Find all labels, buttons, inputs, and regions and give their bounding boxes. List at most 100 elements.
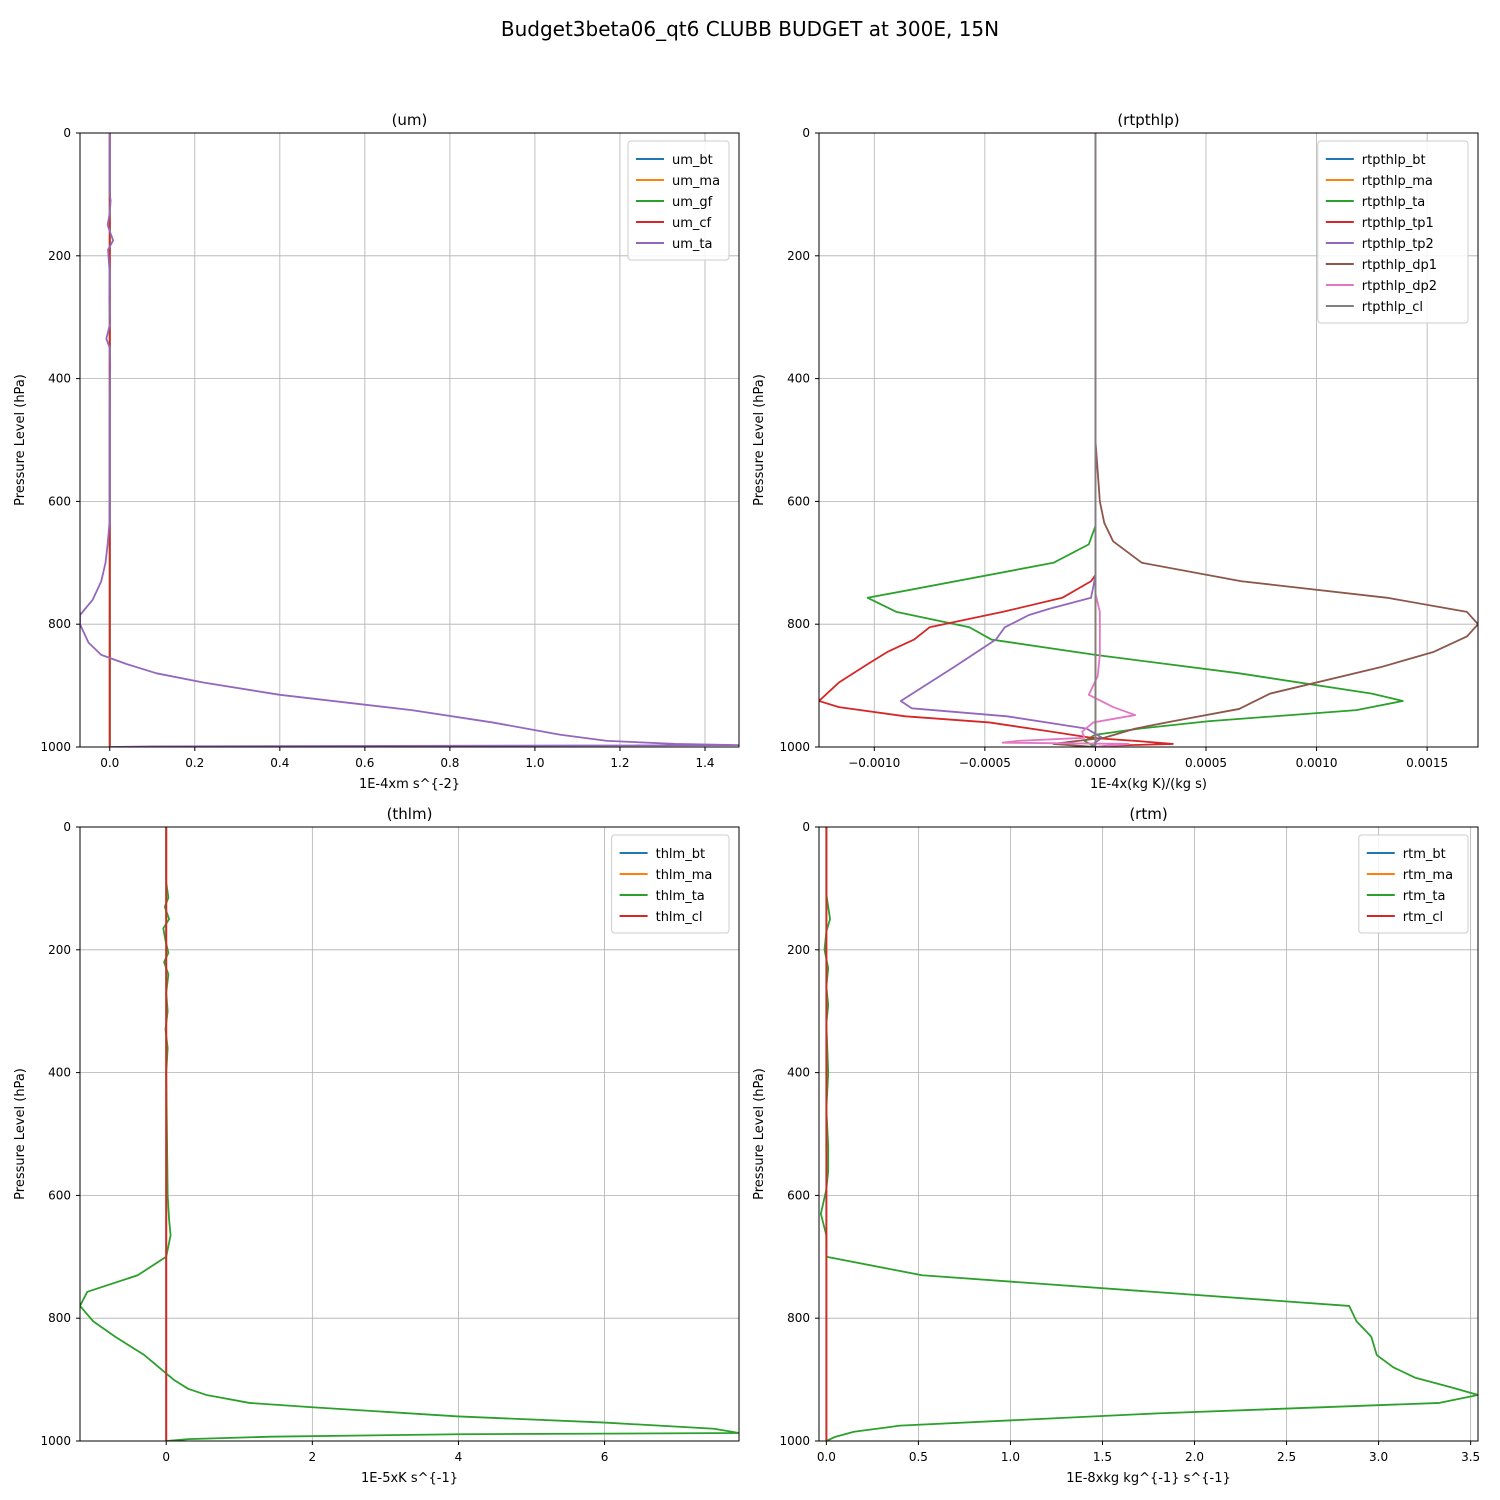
legend-label: um_gf [672,195,713,210]
x-tick-label: −0.0010 [848,756,900,770]
panel-2: −0.0010 −0.0005 0.0000 0.0005 0.0010 0.0015 0 2… [752,111,1479,792]
series-line-rtpthlp_dp2 [1001,133,1137,747]
legend-label: um_ta [672,237,712,252]
x-tick-label: 6 [601,1450,609,1464]
legend-label: rtpthlp_bt [1362,153,1426,168]
x-tick-label: 2.0 [1185,1450,1204,1464]
y-tick-label: 0 [63,126,71,140]
x-tick-label: 0.5 [909,1450,928,1464]
y-tick-label: 1000 [779,1434,810,1448]
axes-frame [79,132,740,748]
legend-label: rtpthlp_ta [1362,195,1425,210]
legend: thlm_bt thlm_ma thlm_ta thlm_cl [611,834,730,934]
legend-box [1358,834,1469,934]
series-group [80,133,739,747]
panel-1: 0.0 0.2 0.4 0.6 0.8 1.0 1.2 1.4 0 200 400 600 800 100… [13,111,740,792]
x-tick-label: 1.5 [1093,1450,1112,1464]
legend-label: rtpthlp_cl [1362,300,1423,315]
y-axis-label: Pressure Level (hPa) [13,374,28,506]
legend-label: um_bt [672,153,713,168]
legend-label: um_cf [672,216,712,231]
legend-box [611,834,730,934]
legend-label: rtpthlp_dp1 [1362,258,1437,273]
x-tick-label: −0.0005 [959,756,1011,770]
x-tick-label: 0.8 [440,756,459,770]
panel-title: (um) [392,111,428,129]
x-tick-label: 4 [455,1450,463,1464]
y-tick-label: 600 [48,1188,71,1202]
legend: rtm_bt rtm_ma rtm_ta rtm_cl [1358,834,1469,934]
x-axis-label: 1E-4xm s^{-2} [359,777,460,792]
legend-label: rtpthlp_dp2 [1362,279,1437,294]
legend-label: rtpthlp_ma [1362,174,1433,189]
x-tick-label: 2.5 [1277,1450,1296,1464]
y-tick-label: 200 [787,943,810,957]
y-tick-label: 0 [63,820,71,834]
series-group [819,133,1478,747]
x-axis-label: 1E-8xkg kg^{-1} s^{-1} [1066,1471,1231,1486]
series-line-rtpthlp_tp1 [819,133,1174,747]
legend-label: um_ma [672,174,720,189]
x-tick-label: 0.0015 [1406,756,1448,770]
axes-frame [818,132,1479,748]
y-axis-label: Pressure Level (hPa) [13,1068,28,1200]
legend-label: thlm_cl [656,910,703,925]
legend-box [627,140,730,261]
y-tick-label: 1000 [40,1434,71,1448]
y-tick-label: 600 [48,494,71,508]
y-tick-label: 200 [48,249,71,263]
y-tick-label: 400 [787,372,810,386]
x-tick-label: 0.0000 [1074,756,1116,770]
x-axis-label: 1E-5xK s^{-1} [361,1471,458,1486]
x-tick-label: 3.5 [1461,1450,1480,1464]
x-tick-label: 0.0 [100,756,119,770]
y-tick-label: 800 [787,1311,810,1325]
legend-label: thlm_bt [656,847,705,862]
series-group [819,827,1478,1441]
x-tick-label: 0.2 [185,756,204,770]
x-tick-label: 1.2 [610,756,629,770]
y-tick-label: 200 [787,249,810,263]
x-axis-label: 1E-4x(kg K)/(kg s) [1090,777,1207,792]
x-tick-label: 2 [309,1450,317,1464]
x-tick-label: 0.0 [817,1450,836,1464]
figure-title: Budget3beta06_qt6 CLUBB BUDGET at 300E, … [501,17,999,41]
y-tick-label: 800 [48,617,71,631]
x-tick-label: 3.0 [1369,1450,1388,1464]
legend-label: thlm_ta [656,889,705,904]
axes-frame [818,826,1479,1442]
x-tick-label: 1.0 [1001,1450,1020,1464]
y-tick-label: 1000 [779,740,810,754]
x-tick-label: 0.4 [270,756,289,770]
y-tick-label: 800 [787,617,810,631]
legend-label: rtm_ta [1403,889,1446,904]
legend-label: rtpthlp_tp1 [1362,216,1434,231]
x-tick-label: 1.0 [525,756,544,770]
y-tick-label: 400 [48,372,71,386]
series-group [80,827,739,1441]
series-line-rtpthlp_tp2 [899,133,1103,747]
axes-frame [79,826,740,1442]
series-line-rtpthlp_dp1 [1052,133,1478,747]
panel-title: (thlm) [387,805,433,823]
x-tick-label: 0.0010 [1296,756,1338,770]
panel-3: 0 2 4 6 0 200 400 600 800 1000 (thlm) 1E-5xK s^{-1}… [13,805,740,1486]
x-tick-label: 0.0005 [1185,756,1227,770]
legend-label: thlm_ma [656,868,713,883]
y-tick-label: 200 [48,943,71,957]
panel-title: (rtm) [1129,805,1167,823]
y-tick-label: 400 [48,1066,71,1080]
legend-box [1317,140,1469,324]
legend-label: rtm_ma [1403,868,1453,883]
x-tick-label: 0.6 [355,756,374,770]
x-tick-label: 1.4 [695,756,714,770]
y-tick-label: 400 [787,1066,810,1080]
legend-label: rtm_bt [1403,847,1446,862]
y-tick-label: 600 [787,494,810,508]
y-tick-label: 0 [802,126,810,140]
y-axis-label: Pressure Level (hPa) [752,1068,767,1200]
y-axis-label: Pressure Level (hPa) [752,374,767,506]
series-line-um_ta [80,133,739,747]
y-tick-label: 800 [48,1311,71,1325]
y-tick-label: 600 [787,1188,810,1202]
